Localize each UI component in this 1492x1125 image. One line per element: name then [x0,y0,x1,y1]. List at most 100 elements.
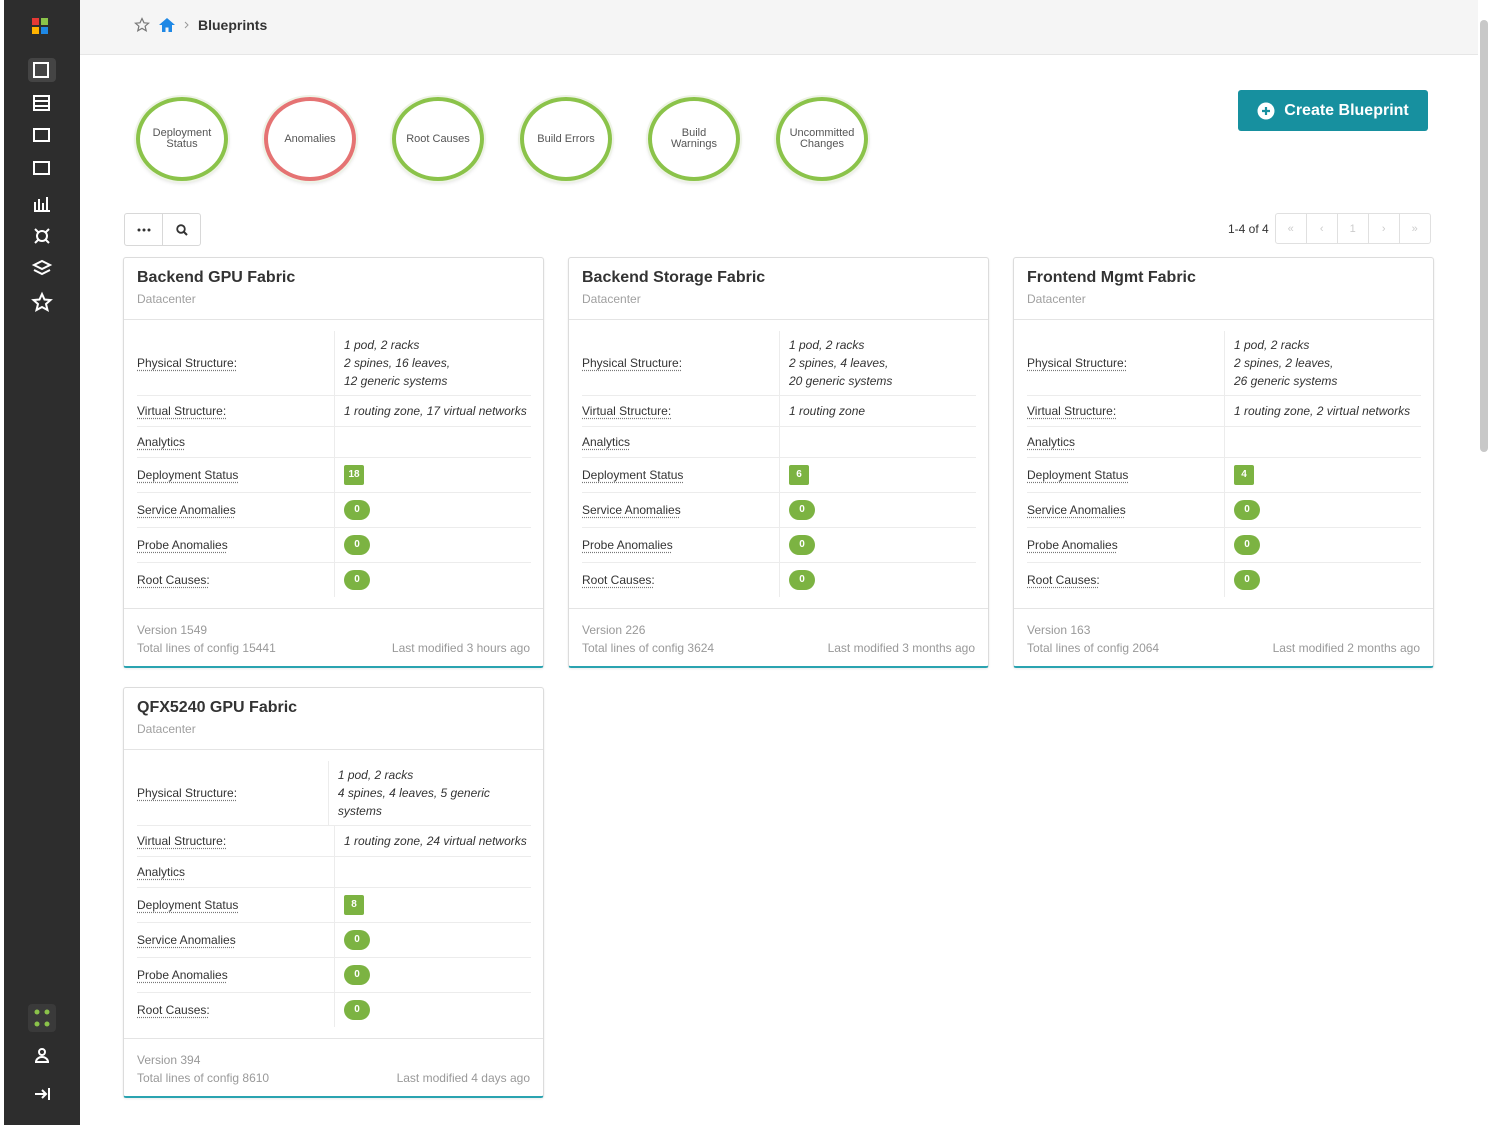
row-label[interactable]: Virtual Structure: [1027,396,1225,426]
card-title[interactable]: Backend Storage Fabric [582,269,766,286]
value-line: 4 spines, 4 leaves, 5 generic systems [337,786,490,818]
value-line: 1 routing zone, 24 virtual networks [344,834,527,848]
status-circle[interactable]: Anomalies [264,97,356,181]
info-row: Root Causes: 0 [137,563,531,597]
row-value [335,427,344,457]
status-badge[interactable]: 8 [344,895,364,915]
status-circle[interactable]: Deployment Status [136,97,228,181]
row-label[interactable]: Root Causes: [137,563,335,597]
config-lines: Total lines of config 3624 [582,641,715,655]
search-button[interactable] [162,214,200,245]
status-badge[interactable]: 0 [344,570,370,590]
row-label[interactable]: Probe Anomalies [137,958,335,992]
config-lines: Total lines of config 2064 [1027,641,1160,655]
status-badge[interactable]: 6 [789,465,809,485]
row-label[interactable]: Deployment Status [1027,458,1225,492]
status-badge[interactable]: 0 [1234,535,1260,555]
blueprint-card[interactable]: Backend GPU Fabric Datacenter Physical Str… [123,257,544,668]
next-page[interactable]: › [1367,214,1399,243]
value-line: 2 spines, 2 leaves, [1234,356,1334,370]
row-label[interactable]: Analytics [137,427,335,457]
card-rows: Physical Structure: 1 pod, 2 racks 4 spine… [137,761,531,1027]
blueprint-card[interactable]: Backend Storage Fabric Datacenter Physical… [568,257,989,668]
card-type: Datacenter [137,292,196,306]
status-badge[interactable]: 0 [1234,500,1260,520]
page-button[interactable]: 1 [1336,214,1368,243]
status-badge[interactable]: 0 [789,500,815,520]
prev-page[interactable]: ‹ [1305,214,1337,243]
info-row: Virtual Structure: 1 routing zone [582,396,976,427]
row-label[interactable]: Physical Structure: [582,331,780,395]
status-circle[interactable]: Build Warnings [648,97,740,181]
row-label[interactable]: Virtual Structure: [137,826,335,856]
row-label[interactable]: Probe Anomalies [137,528,335,562]
card-title[interactable]: Frontend Mgmt Fabric [1027,269,1196,286]
value-line: 1 pod, 2 racks [789,338,865,352]
row-value [780,427,789,457]
row-label[interactable]: Physical Structure: [137,761,329,825]
row-label[interactable]: Service Anomalies [137,923,335,957]
status-badge[interactable]: 0 [344,535,370,555]
sidebar [4,0,80,1125]
home-icon[interactable] [158,17,176,33]
status-circle[interactable]: Build Errors [520,97,612,181]
row-label[interactable]: Virtual Structure: [137,396,335,426]
row-label[interactable]: Service Anomalies [582,493,780,527]
row-label[interactable]: Physical Structure: [137,331,335,395]
row-value: 8 [335,888,364,922]
card-title[interactable]: QFX5240 GPU Fabric [137,699,298,716]
value-line: 1 pod, 2 racks [1234,338,1310,352]
info-row: Service Anomalies 0 [1027,493,1421,528]
status-badge[interactable]: 0 [344,500,370,520]
more-button[interactable] [125,214,162,245]
card-footer: Version 226 Total lines of config 3624 Las… [569,608,988,666]
status-badge[interactable]: 18 [344,465,364,485]
blueprint-card[interactable]: Frontend Mgmt Fabric Datacenter Physical S… [1013,257,1434,668]
status-circle[interactable]: Uncommitted Changes [776,97,868,181]
row-label[interactable]: Analytics [1027,427,1225,457]
status-badge[interactable]: 0 [789,570,815,590]
status-badge[interactable]: 0 [789,535,815,555]
last-page[interactable]: » [1398,214,1430,243]
first-page[interactable]: « [1287,222,1294,235]
card-header: Backend Storage Fabric Datacenter [569,258,988,320]
row-label[interactable]: Service Anomalies [1027,493,1225,527]
row-label[interactable]: Root Causes: [582,563,780,597]
blueprint-card[interactable]: QFX5240 GPU Fabric Datacenter Physical Str… [123,687,544,1098]
row-value [335,857,344,887]
info-row: Root Causes: 0 [1027,563,1421,597]
version: Version 394 [137,1053,201,1067]
create-button[interactable]: Create Blueprint [1238,90,1428,131]
status-circle[interactable]: Root Causes [392,97,484,181]
favorite-icon[interactable] [134,17,150,33]
scrollbar[interactable] [1480,20,1488,452]
value-line: 1 pod, 2 racks [344,338,420,352]
status-badge[interactable]: 0 [1234,570,1260,590]
row-label[interactable]: Probe Anomalies [582,528,780,562]
status-badge[interactable]: 0 [344,930,370,950]
row-label[interactable]: Physical Structure: [1027,331,1225,395]
status-badge[interactable]: 4 [1234,465,1254,485]
card-header: QFX5240 GPU Fabric Datacenter [124,688,543,750]
config-lines: Total lines of config 15441 [137,641,276,655]
info-row: Probe Anomalies 0 [137,528,531,563]
card-title[interactable]: Backend GPU Fabric [137,269,296,286]
separator [184,21,189,29]
row-label[interactable]: Analytics [582,427,780,457]
row-label[interactable]: Root Causes: [1027,563,1225,597]
version: Version 1549 [137,623,208,637]
row-value: 0 [1225,493,1260,527]
row-label[interactable]: Service Anomalies [137,493,335,527]
row-label[interactable]: Probe Anomalies [1027,528,1225,562]
row-label[interactable]: Deployment Status [137,458,335,492]
plus-icon [1257,102,1275,119]
status-badge[interactable]: 0 [344,965,370,985]
row-label[interactable]: Virtual Structure: [582,396,780,426]
row-label[interactable]: Deployment Status [137,888,335,922]
row-label[interactable]: Root Causes: [137,993,335,1027]
config-lines: Total lines of config 8610 [137,1071,270,1085]
row-label[interactable]: Analytics [137,857,335,887]
row-label[interactable]: Deployment Status [582,458,780,492]
status-badge[interactable]: 0 [344,1000,370,1020]
